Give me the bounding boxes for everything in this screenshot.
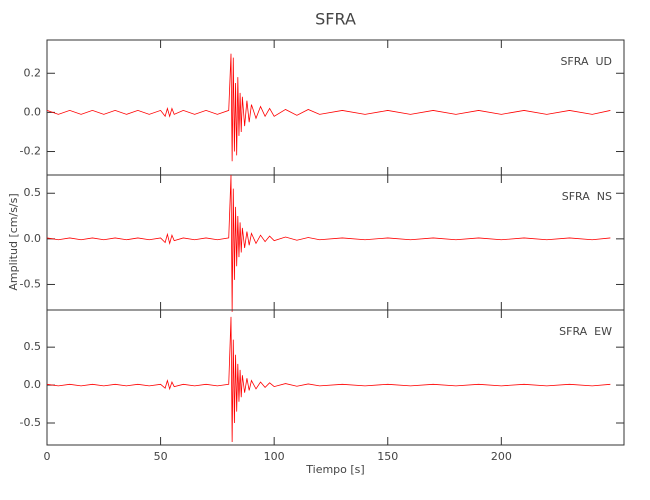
trace xyxy=(46,53,611,162)
x-tick-label: 150 xyxy=(377,450,398,463)
y-tick-label: -0.5 xyxy=(20,416,41,429)
y-tick-label: 0.0 xyxy=(24,378,42,391)
chart-title: SFRA xyxy=(315,10,356,29)
y-tick-label: 0.5 xyxy=(24,186,42,199)
x-tick-label: 100 xyxy=(264,450,285,463)
x-tick-label: 0 xyxy=(44,450,51,463)
y-tick-label: 0.5 xyxy=(24,340,42,353)
x-tick-label: 200 xyxy=(491,450,512,463)
y-tick-label: 0.0 xyxy=(24,105,42,118)
station-label: SFRA NS xyxy=(562,190,612,203)
x-tick-label: 50 xyxy=(154,450,168,463)
panel-frame xyxy=(46,309,625,446)
y-tick-label: 0.2 xyxy=(24,66,42,79)
trace xyxy=(46,316,611,442)
y-tick-label: -0.5 xyxy=(20,277,41,290)
trace xyxy=(46,174,611,312)
station-label: SFRA EW xyxy=(559,325,612,338)
panel-frame xyxy=(46,39,625,176)
y-axis-label: Amplitud [cm/s/s] xyxy=(7,193,20,290)
station-label: SFRA UD xyxy=(560,55,612,68)
y-tick-label: -0.2 xyxy=(20,145,41,158)
x-axis-label: Tiempo [s] xyxy=(305,463,364,476)
y-tick-label: 0.0 xyxy=(24,232,42,245)
panel-frame xyxy=(46,174,625,311)
